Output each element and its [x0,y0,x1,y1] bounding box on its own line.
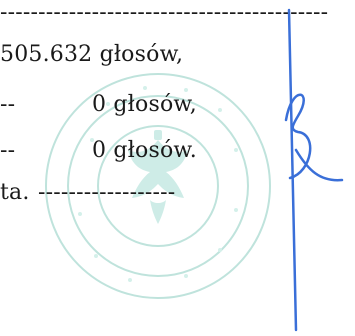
dash-leader: -- [0,138,16,163]
vote-count: 0 głosów. [92,138,198,163]
line-fragment: ta. [0,180,30,205]
vote-count: 0 głosów, [92,92,198,117]
vote-count: 505.632 głosów, [0,42,184,67]
dash-leader: -- [0,92,16,117]
dash-leader: ------------------ [38,180,176,205]
dash-leader: ----------------------------------------… [0,0,329,25]
